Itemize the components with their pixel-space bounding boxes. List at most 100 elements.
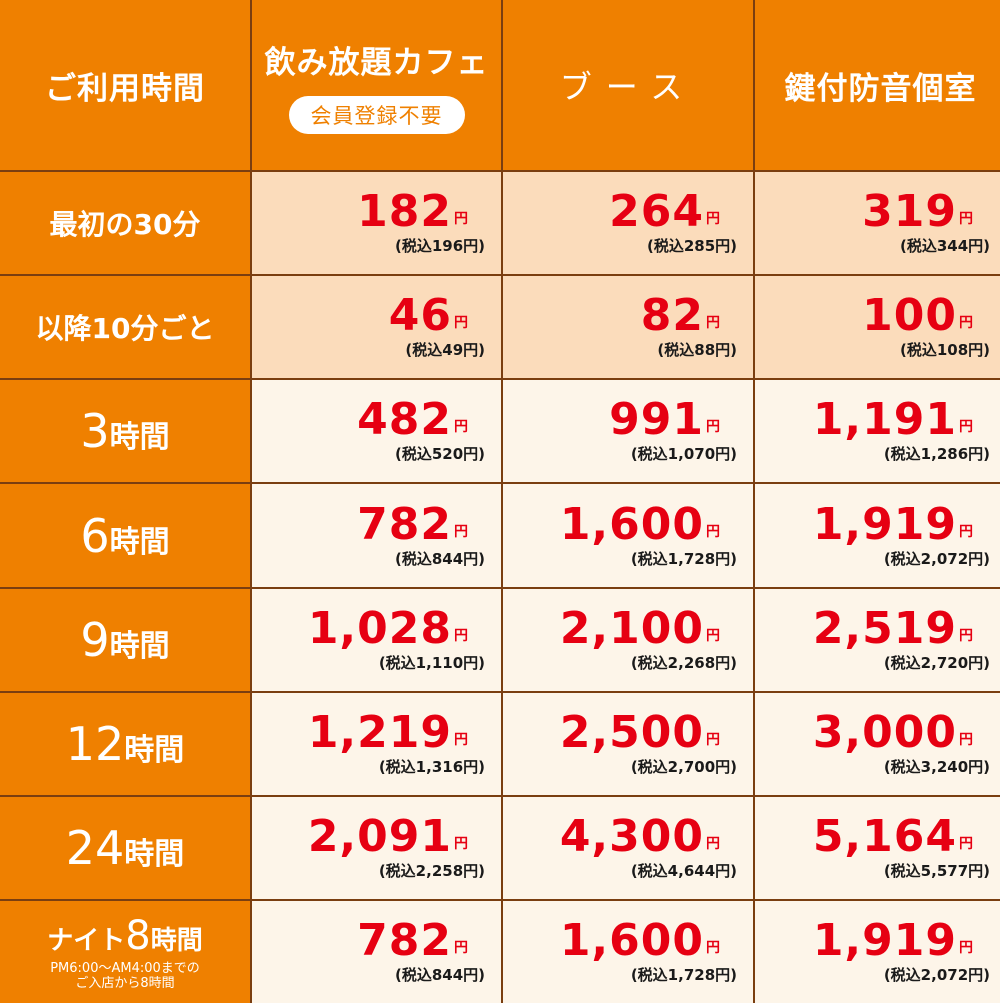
price-cell: 1,600 円 (税込1,728円)	[503, 484, 753, 587]
price-amount: 1,600	[559, 915, 704, 966]
tax-included-price: (税込2,258円)	[378, 862, 485, 880]
night-note-line1: PM6:00～AM4:00までの	[50, 961, 200, 976]
row-label-unit: 時間	[124, 733, 185, 768]
row-label-hours: 3	[80, 404, 110, 458]
tax-included-price: (税込2,072円)	[883, 549, 990, 568]
yen-unit: 円	[706, 628, 721, 644]
row-label-unit: 時間	[109, 420, 170, 455]
price-amount: 264	[609, 186, 704, 237]
row-label-9h: 9時間	[0, 589, 250, 691]
tax-included-price: (税込2,720円)	[883, 654, 990, 672]
yen-unit: 円	[706, 523, 721, 540]
row-label-text: 以降10分ごと	[35, 312, 215, 345]
tax-included-price: (税込1,286円)	[883, 445, 990, 463]
tax-included-price: (税込1,728円)	[630, 549, 737, 568]
price-cell: 4,300 円 (税込4,644円)	[503, 797, 753, 899]
price-amount: 5,164	[812, 811, 957, 862]
row-label-unit: 時間	[109, 629, 170, 664]
tax-included-price: (税込4,644円)	[630, 862, 737, 880]
price-amount: 4,300	[559, 811, 704, 862]
price-cell: 1,919 円 (税込2,072円)	[755, 901, 1000, 1003]
price-amount: 1,028	[307, 603, 452, 654]
yen-unit: 円	[454, 419, 469, 435]
tax-included-price: (税込344円)	[899, 237, 990, 255]
tax-included-price: (税込2,700円)	[630, 758, 737, 776]
row-label-per-10min: 以降10分ごと	[0, 276, 250, 378]
header-usage-time: ご利用時間	[0, 0, 250, 170]
row-label-6h: 6時間	[0, 484, 250, 587]
yen-unit: 円	[959, 211, 974, 227]
yen-unit: 円	[706, 211, 721, 227]
price-cell: 782 円 (税込844円)	[252, 484, 501, 587]
price-amount: 2,500	[559, 707, 704, 758]
price-cell: 3,000 円 (税込3,240円)	[755, 693, 1000, 795]
tax-included-price: (税込5,577円)	[883, 862, 990, 880]
header-private-room-label: 鍵付防音個室	[784, 70, 977, 107]
tax-included-price: (税込1,728円)	[630, 966, 737, 984]
yen-unit: 円	[706, 419, 721, 435]
price-cell: 1,219 円 (税込1,316円)	[252, 693, 501, 795]
tax-included-price: (税込1,316円)	[378, 758, 485, 776]
row-label-3h: 3時間	[0, 380, 250, 482]
yen-unit: 円	[454, 315, 469, 331]
price-cell: 1,028 円 (税込1,110円)	[252, 589, 501, 691]
yen-unit: 円	[454, 732, 469, 748]
yen-unit: 円	[706, 732, 721, 748]
tax-included-price: (税込1,070円)	[630, 445, 737, 463]
price-cell: 5,164 円 (税込5,577円)	[755, 797, 1000, 899]
tax-included-price: (税込285円)	[646, 237, 737, 255]
price-cell: 264 円 (税込285円)	[503, 172, 753, 274]
header-usage-time-label: ご利用時間	[45, 70, 205, 107]
price-cell: 482 円 (税込520円)	[252, 380, 501, 482]
yen-unit: 円	[454, 940, 469, 956]
tax-included-price: (税込108円)	[899, 341, 990, 359]
price-cell: 1,600 円 (税込1,728円)	[503, 901, 753, 1003]
price-amount: 2,091	[307, 811, 452, 862]
tax-included-price: (税込1,110円)	[378, 654, 485, 672]
yen-unit: 円	[706, 836, 721, 852]
price-cell: 182 円 (税込196円)	[252, 172, 501, 274]
row-label-hours: 6	[80, 508, 110, 563]
row-label-24h: 24時間	[0, 797, 250, 899]
tax-included-price: (税込520円)	[394, 445, 485, 463]
price-cell: 82 円 (税込88円)	[503, 276, 753, 378]
row-label-night-8h: ナイト 8 時間 PM6:00～AM4:00までの ご入店から8時間	[0, 901, 250, 1003]
price-cell: 782 円 (税込844円)	[252, 901, 501, 1003]
row-label-unit: 時間	[124, 837, 185, 872]
tax-included-price: (税込844円)	[394, 549, 485, 568]
yen-unit: 円	[454, 211, 469, 227]
row-label-night-prefix: ナイト	[47, 926, 126, 956]
yen-unit: 円	[959, 628, 974, 644]
price-cell: 319 円 (税込344円)	[755, 172, 1000, 274]
price-cell: 2,100 円 (税込2,268円)	[503, 589, 753, 691]
price-amount: 1,600	[559, 498, 704, 550]
tax-included-price: (税込844円)	[394, 966, 485, 984]
price-cell: 46 円 (税込49円)	[252, 276, 501, 378]
row-label-hours: 9	[80, 613, 110, 667]
yen-unit: 円	[706, 940, 721, 956]
price-amount: 82	[640, 290, 704, 341]
price-amount: 482	[357, 394, 452, 445]
price-cell: 991 円 (税込1,070円)	[503, 380, 753, 482]
header-booth-label: ブース	[559, 68, 697, 106]
header-drink-cafe-label: 飲み放題カフェ	[264, 44, 489, 81]
price-cell: 2,500 円 (税込2,700円)	[503, 693, 753, 795]
price-cell: 1,919 円 (税込2,072円)	[755, 484, 1000, 587]
yen-unit: 円	[454, 628, 469, 644]
row-label-hours: 12	[65, 717, 125, 771]
price-amount: 1,191	[812, 394, 957, 445]
header-drink-cafe: 飲み放題カフェ 会員登録不要	[252, 0, 501, 170]
yen-unit: 円	[454, 836, 469, 852]
price-cell: 2,091 円 (税込2,258円)	[252, 797, 501, 899]
price-cell: 1,191 円 (税込1,286円)	[755, 380, 1000, 482]
yen-unit: 円	[959, 523, 974, 540]
no-membership-badge: 会員登録不要	[288, 95, 465, 134]
yen-unit: 円	[454, 523, 469, 540]
header-booth: ブース	[503, 0, 753, 170]
tax-included-price: (税込88円)	[657, 341, 737, 359]
row-label-hours: 24	[65, 821, 125, 875]
tax-included-price: (税込49円)	[405, 341, 485, 359]
price-cell: 100 円 (税込108円)	[755, 276, 1000, 378]
yen-unit: 円	[959, 315, 974, 331]
row-label-first-30min: 最初の30分	[0, 172, 250, 274]
